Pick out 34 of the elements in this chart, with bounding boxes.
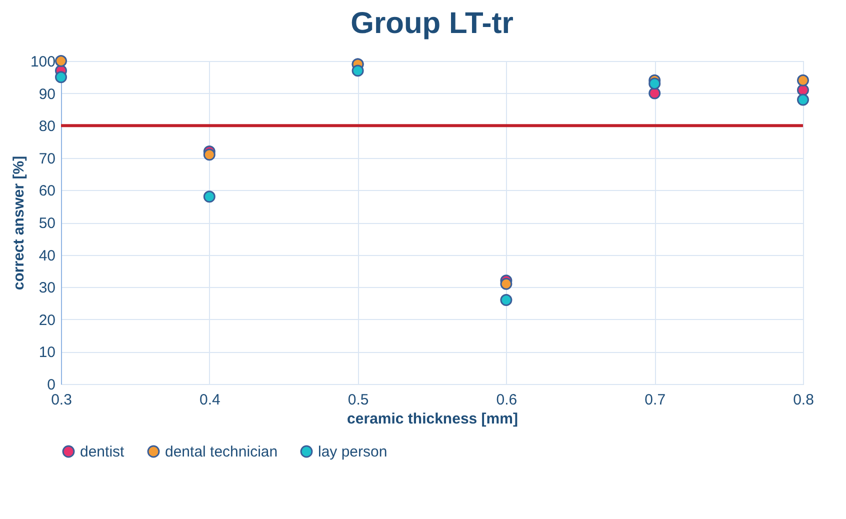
y-tick-label: 30 bbox=[38, 280, 56, 297]
point bbox=[500, 278, 512, 290]
y-tick-label: 50 bbox=[38, 215, 56, 232]
y-tick-label: 70 bbox=[38, 150, 56, 168]
y-tick-label: 100 bbox=[30, 54, 56, 70]
x-tick-label: 0.8 bbox=[793, 392, 814, 408]
legend-label: dentist bbox=[80, 444, 126, 461]
point bbox=[203, 190, 216, 203]
x-tick-label: 0.6 bbox=[496, 392, 518, 408]
y-tick-label: 40 bbox=[38, 247, 56, 264]
y-tick-label: 10 bbox=[38, 344, 56, 362]
x-tick-label: 0.3 bbox=[51, 392, 72, 408]
point bbox=[797, 74, 809, 86]
legend-label: dental technician bbox=[165, 444, 278, 461]
x-axis-title: ceramic thickness [mm] bbox=[347, 410, 518, 428]
point bbox=[648, 78, 661, 90]
x-tick-label: 0.7 bbox=[644, 392, 666, 408]
chart-title: Group LT-tr bbox=[350, 6, 514, 40]
legend-label: lay person bbox=[318, 444, 388, 461]
point bbox=[648, 87, 661, 100]
y-tick-label: 60 bbox=[38, 182, 56, 200]
y-axis-title: correct answer [%] bbox=[10, 156, 28, 290]
x-tick-label: 0.4 bbox=[199, 392, 220, 408]
point bbox=[55, 71, 67, 84]
point bbox=[55, 55, 67, 67]
point bbox=[352, 64, 364, 77]
x-tick-label: 0.5 bbox=[348, 392, 369, 408]
point bbox=[500, 294, 512, 306]
y-tick-label: 90 bbox=[38, 86, 56, 103]
point bbox=[797, 94, 809, 106]
point bbox=[203, 148, 216, 161]
y-tick-label: 20 bbox=[38, 312, 56, 329]
y-tick-label: 80 bbox=[38, 118, 56, 136]
y-tick-label: 0 bbox=[47, 376, 56, 394]
